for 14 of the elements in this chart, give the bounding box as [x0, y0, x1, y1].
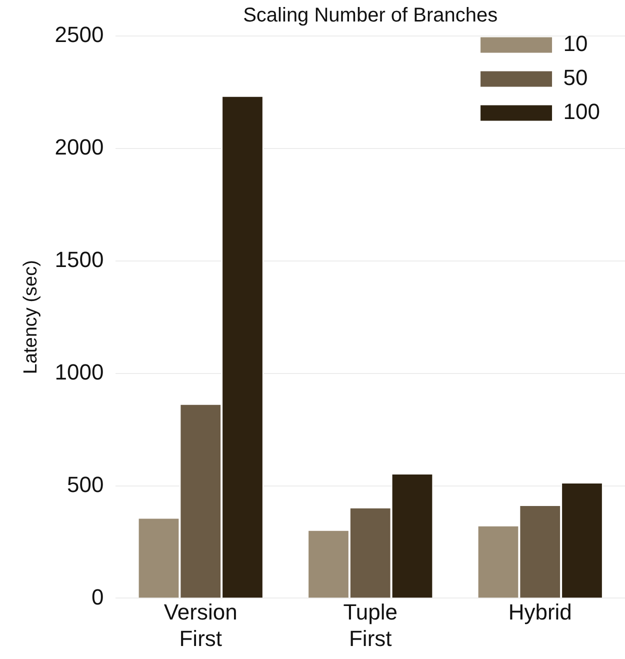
legend-label: 50 — [563, 65, 588, 90]
x-tick-label: Hybrid — [508, 599, 572, 624]
y-tick-label: 500 — [67, 472, 104, 497]
y-tick-label: 1000 — [54, 359, 104, 384]
legend-label: 100 — [563, 99, 600, 124]
y-tick-label: 2000 — [54, 134, 104, 160]
x-tick-label: Tuple First — [343, 599, 398, 651]
y-axis-title: Latency (sec) — [20, 260, 42, 374]
y-tick-label: 1500 — [54, 246, 104, 272]
legend-label: 10 — [563, 31, 588, 56]
y-tick-label: 2500 — [54, 22, 104, 48]
y-tick-label: 0 — [91, 584, 104, 610]
chart-title: Scaling Number of Branches — [243, 4, 498, 27]
x-tick-label: Version First — [164, 599, 238, 651]
